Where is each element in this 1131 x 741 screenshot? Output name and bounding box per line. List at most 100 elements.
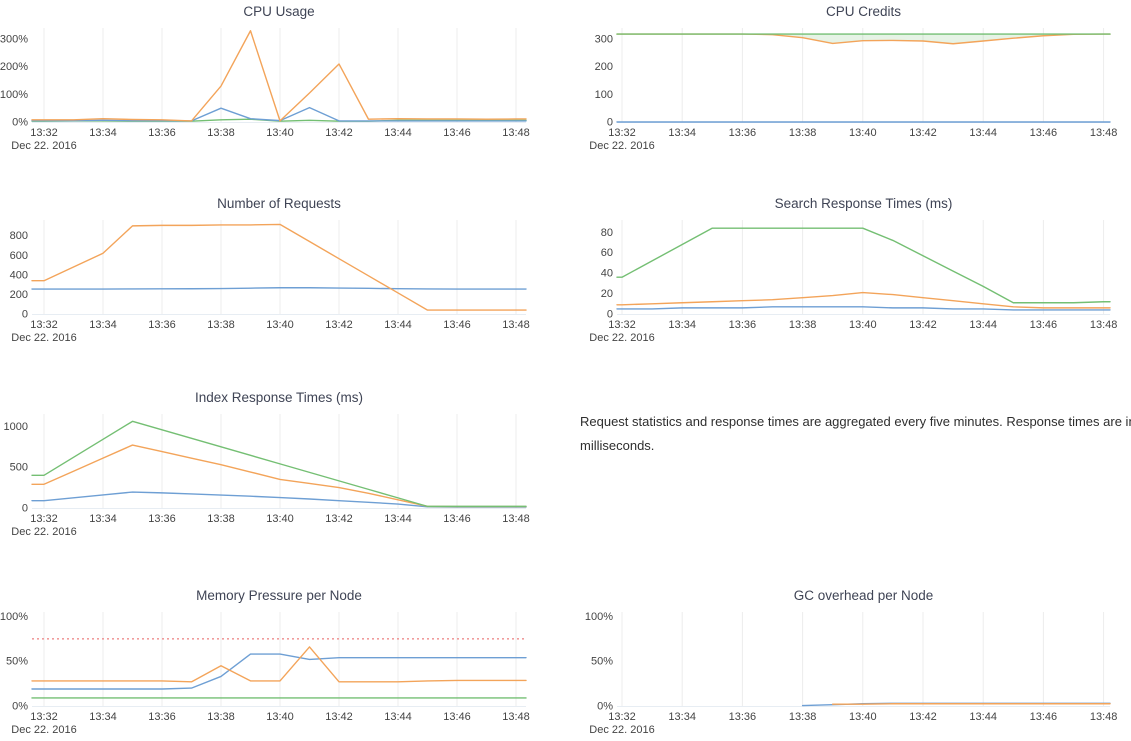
- svg-text:40: 40: [601, 268, 613, 280]
- svg-text:13:46: 13:46: [443, 319, 471, 331]
- svg-text:Dec 22. 2016: Dec 22. 2016: [589, 724, 654, 736]
- svg-text:13:44: 13:44: [384, 513, 412, 525]
- svg-text:Dec 22. 2016: Dec 22. 2016: [11, 140, 76, 152]
- svg-text:Dec 22. 2016: Dec 22. 2016: [11, 724, 76, 736]
- svg-text:13:46: 13:46: [1030, 319, 1058, 331]
- svg-text:13:32: 13:32: [608, 319, 636, 331]
- chart-title-cpu-credits: CPU Credits: [825, 4, 901, 19]
- svg-text:13:38: 13:38: [207, 127, 235, 139]
- chart-cell-search-response-times: Search Response Times (ms) 0 20 40 60 80 13:3…: [565, 192, 1131, 349]
- svg-text:13:38: 13:38: [207, 319, 235, 331]
- svg-text:13:40: 13:40: [266, 127, 294, 139]
- svg-text:13:48: 13:48: [502, 513, 530, 525]
- svg-text:13:48: 13:48: [502, 127, 530, 139]
- svg-text:500: 500: [10, 462, 28, 474]
- chart-cell-gc-overhead: GC overhead per Node 0% 50% 100% 13:32 13:34…: [565, 584, 1131, 741]
- svg-text:13:36: 13:36: [148, 319, 176, 331]
- svg-text:13:44: 13:44: [969, 711, 997, 723]
- svg-text:13:38: 13:38: [789, 711, 817, 723]
- svg-text:0: 0: [607, 117, 613, 129]
- svg-text:13:42: 13:42: [909, 319, 937, 331]
- svg-text:13:46: 13:46: [1030, 127, 1058, 139]
- svg-text:13:34: 13:34: [89, 319, 117, 331]
- chart-cell-cpu-usage: CPU Usage 0% 100% 200% 300% 13:32 13:34 13:36 1…: [0, 0, 565, 157]
- svg-text:200%: 200%: [0, 61, 28, 73]
- svg-text:13:38: 13:38: [207, 513, 235, 525]
- svg-text:80: 80: [601, 227, 613, 239]
- index-response-times-plot[interactable]: 0 500 1000 13:32 13:34 13:36 13:38 13:40 13:42 13…: [0, 386, 565, 543]
- chart-title-gc-overhead: GC overhead per Node: [793, 588, 934, 603]
- svg-text:13:46: 13:46: [443, 127, 471, 139]
- svg-text:Dec 22. 2016: Dec 22. 2016: [589, 140, 654, 152]
- svg-text:13:42: 13:42: [325, 711, 353, 723]
- svg-text:800: 800: [10, 230, 28, 242]
- svg-text:13:46: 13:46: [1030, 711, 1058, 723]
- chart-title-cpu-usage: CPU Usage: [243, 4, 315, 19]
- svg-text:20: 20: [601, 288, 613, 300]
- svg-text:13:46: 13:46: [443, 711, 471, 723]
- cpu-usage-plot[interactable]: 0% 100% 200% 300% 13:32 13:34 13:36 13:38 13:40 1…: [0, 0, 565, 157]
- svg-text:13:40: 13:40: [849, 127, 877, 139]
- svg-text:13:36: 13:36: [729, 127, 757, 139]
- search-response-times-plot[interactable]: 0 20 40 60 80 13:32 13:34 13:36 13:38 13:40 13:42 1…: [565, 192, 1131, 349]
- svg-text:13:44: 13:44: [969, 127, 997, 139]
- svg-text:60: 60: [601, 247, 613, 259]
- svg-text:13:38: 13:38: [789, 127, 817, 139]
- svg-text:13:36: 13:36: [148, 127, 176, 139]
- svg-text:13:40: 13:40: [266, 711, 294, 723]
- svg-text:13:34: 13:34: [668, 711, 696, 723]
- chart-cell-index-response-times: Index Response Times (ms) 0 500 1000 13:32 1…: [0, 386, 565, 543]
- svg-text:13:32: 13:32: [30, 127, 58, 139]
- gc-overhead-plot[interactable]: 0% 50% 100% 13:32 13:34 13:36 13:38 13:40 13:42 1…: [565, 584, 1131, 741]
- chart-title-memory-pressure: Memory Pressure per Node: [196, 588, 362, 603]
- svg-text:13:44: 13:44: [384, 711, 412, 723]
- svg-text:0%: 0%: [12, 701, 28, 713]
- svg-text:13:32: 13:32: [30, 711, 58, 723]
- svg-text:50%: 50%: [591, 656, 613, 668]
- svg-text:13:32: 13:32: [30, 319, 58, 331]
- svg-text:0: 0: [22, 309, 28, 321]
- chart-cell-memory-pressure: Memory Pressure per Node 0% 50% 100% 13:32 1…: [0, 584, 565, 741]
- svg-text:Dec 22. 2016: Dec 22. 2016: [11, 526, 76, 538]
- memory-pressure-plot[interactable]: 0% 50% 100% 13:32 13:34 13:36 13:38 13:40 13:42 1…: [0, 584, 565, 741]
- number-of-requests-plot[interactable]: 0 200 400 600 800 13:32 13:34 13:36 13:38 13:40 13…: [0, 192, 565, 349]
- svg-text:13:40: 13:40: [266, 319, 294, 331]
- svg-text:13:36: 13:36: [729, 711, 757, 723]
- svg-text:13:48: 13:48: [1090, 127, 1118, 139]
- svg-text:13:42: 13:42: [909, 127, 937, 139]
- svg-text:13:48: 13:48: [1090, 319, 1118, 331]
- svg-text:13:38: 13:38: [207, 711, 235, 723]
- svg-text:13:40: 13:40: [266, 513, 294, 525]
- svg-text:13:34: 13:34: [89, 127, 117, 139]
- chart-title-search-response-times: Search Response Times (ms): [774, 196, 953, 211]
- chart-title-index-response-times: Index Response Times (ms): [194, 390, 364, 405]
- cpu-credits-plot[interactable]: 0 100 200 300 13:32 13:34 13:36 13:38 13:40 13:42…: [565, 0, 1131, 157]
- svg-text:50%: 50%: [6, 656, 28, 668]
- aggregation-note: Request statistics and response times ar…: [580, 414, 1131, 454]
- svg-text:0%: 0%: [597, 701, 613, 713]
- svg-text:100: 100: [595, 89, 613, 101]
- chart-cell-cpu-credits: CPU Credits 0 100 200 300 13:32 13:34 13:36 13:…: [565, 0, 1131, 157]
- svg-text:600: 600: [10, 250, 28, 262]
- svg-text:13:48: 13:48: [1090, 711, 1118, 723]
- svg-text:1000: 1000: [4, 421, 28, 433]
- svg-text:13:44: 13:44: [384, 127, 412, 139]
- svg-text:13:42: 13:42: [325, 127, 353, 139]
- svg-text:13:42: 13:42: [325, 513, 353, 525]
- svg-text:13:42: 13:42: [325, 319, 353, 331]
- svg-text:200: 200: [10, 289, 28, 301]
- chart-cell-number-of-requests: Number of Requests 0 200 400 600 800 13:32 13:…: [0, 192, 565, 349]
- svg-text:13:32: 13:32: [608, 711, 636, 723]
- svg-text:400: 400: [10, 269, 28, 281]
- svg-text:13:46: 13:46: [443, 513, 471, 525]
- svg-text:13:48: 13:48: [502, 711, 530, 723]
- svg-text:100%: 100%: [0, 611, 28, 623]
- svg-text:13:40: 13:40: [849, 711, 877, 723]
- svg-text:0: 0: [607, 309, 613, 321]
- svg-text:300: 300: [595, 34, 613, 46]
- svg-text:13:38: 13:38: [789, 319, 817, 331]
- svg-text:13:48: 13:48: [502, 319, 530, 331]
- svg-text:13:40: 13:40: [849, 319, 877, 331]
- svg-text:0%: 0%: [12, 117, 28, 129]
